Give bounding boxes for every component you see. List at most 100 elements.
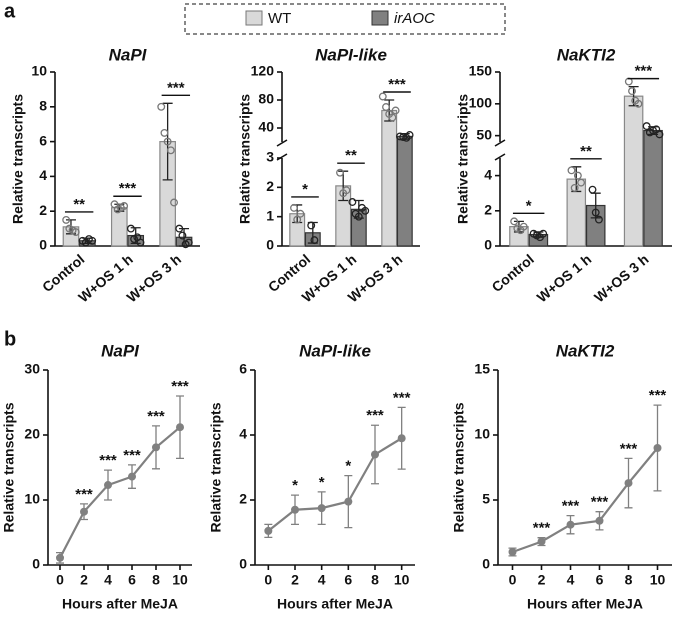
data-point — [567, 166, 576, 175]
panel-label: a — [4, 0, 16, 22]
data-point — [336, 168, 344, 177]
data-point — [361, 206, 370, 215]
data-point — [128, 472, 136, 481]
y-tick-label: 120 — [251, 63, 275, 79]
data-point — [296, 209, 305, 218]
y-axis-label: Relative transcripts — [237, 94, 253, 224]
significance-label: ** — [580, 143, 592, 160]
x-tick-label: Control — [489, 251, 537, 295]
data-point — [307, 221, 316, 230]
y-tick-label: 2 — [239, 491, 247, 507]
data-point — [163, 137, 172, 146]
y-tick-label: 0 — [32, 556, 40, 572]
y-tick-label: 0 — [39, 237, 47, 253]
y-tick-label: 80 — [258, 91, 274, 107]
significance-label: *** — [393, 389, 411, 406]
legend-box — [184, 3, 506, 35]
significance-label: *** — [649, 387, 667, 404]
x-tick-label: 10 — [650, 572, 666, 588]
y-tick-label: 50 — [476, 126, 492, 142]
panel-label: b — [4, 328, 16, 350]
data-point — [71, 228, 80, 237]
y-tick-label: 4 — [39, 167, 47, 183]
data-point — [62, 215, 71, 224]
x-tick-label: 8 — [371, 572, 379, 588]
y-tick-label: 5 — [482, 491, 490, 507]
data-point — [120, 202, 129, 210]
significance-label: * — [526, 197, 532, 214]
data-point — [56, 553, 64, 562]
significance-label: *** — [533, 520, 551, 537]
bar — [396, 135, 413, 247]
y-tick-label: 8 — [39, 98, 47, 114]
line — [512, 447, 659, 554]
data-point — [157, 102, 166, 111]
data-point — [126, 224, 135, 233]
y-tick-label: 2 — [266, 178, 274, 194]
y-axis-label: Relative transcripts — [451, 402, 467, 532]
legend-swatch — [245, 10, 263, 26]
significance-label: *** — [167, 79, 185, 96]
data-point — [591, 208, 600, 217]
legend-swatch — [371, 10, 389, 26]
data-point — [88, 236, 97, 245]
significance-label: *** — [620, 440, 638, 457]
y-axis-label: Relative transcripts — [10, 94, 26, 224]
chart-title: NaPI — [101, 341, 140, 360]
data-point — [175, 224, 184, 233]
data-point — [291, 505, 299, 514]
significance-label: *** — [123, 447, 141, 464]
significance-label: *** — [591, 494, 609, 511]
x-tick-label: 2 — [80, 572, 88, 588]
data-point — [104, 481, 112, 490]
y-tick-label: 150 — [469, 63, 493, 79]
data-point — [508, 548, 517, 556]
data-point — [405, 131, 414, 139]
x-tick-label: 8 — [152, 572, 160, 588]
line — [267, 437, 403, 532]
y-tick-label: 3 — [266, 149, 274, 165]
y-tick-label: 4 — [484, 166, 492, 182]
significance-label: *** — [99, 452, 117, 469]
data-point — [595, 516, 604, 525]
data-point — [166, 146, 175, 155]
x-tick-label: 0 — [509, 572, 517, 588]
y-axis-label: Relative transcripts — [208, 402, 224, 532]
y-tick-label: 0 — [484, 237, 492, 253]
axis-break — [276, 153, 288, 161]
y-tick-label: 15 — [474, 361, 490, 377]
x-tick-label: W+OS 3 h — [591, 251, 652, 306]
data-point — [519, 222, 528, 231]
x-tick-label: 6 — [128, 572, 136, 588]
significance-label: *** — [388, 76, 406, 93]
significance-label: * — [345, 458, 351, 475]
data-point — [378, 92, 387, 101]
data-point — [290, 203, 298, 212]
data-point — [80, 507, 88, 516]
data-point — [539, 229, 548, 238]
significance-label: * — [302, 181, 308, 198]
legend-label: irAOC — [394, 10, 435, 27]
data-point — [178, 231, 187, 240]
data-point — [570, 183, 579, 192]
data-point — [594, 215, 603, 224]
data-point — [510, 217, 519, 226]
x-tick-label: 0 — [56, 572, 64, 588]
data-point — [354, 212, 363, 221]
x-tick-label: W+OS 3 h — [124, 251, 185, 306]
x-tick-label: 0 — [264, 572, 272, 588]
data-point — [588, 185, 597, 194]
x-tick-label: 8 — [625, 572, 633, 588]
y-tick-label: 30 — [24, 361, 40, 377]
x-tick-label: 4 — [567, 572, 575, 588]
significance-label: ** — [345, 147, 357, 164]
axis-break — [494, 139, 506, 147]
x-tick-label: 6 — [596, 572, 604, 588]
error-bar — [628, 85, 639, 107]
significance-label: ** — [73, 196, 85, 213]
significance-label: *** — [635, 63, 653, 80]
data-point — [628, 87, 636, 96]
data-point — [397, 434, 406, 443]
data-point — [655, 130, 664, 139]
data-point — [642, 122, 651, 131]
